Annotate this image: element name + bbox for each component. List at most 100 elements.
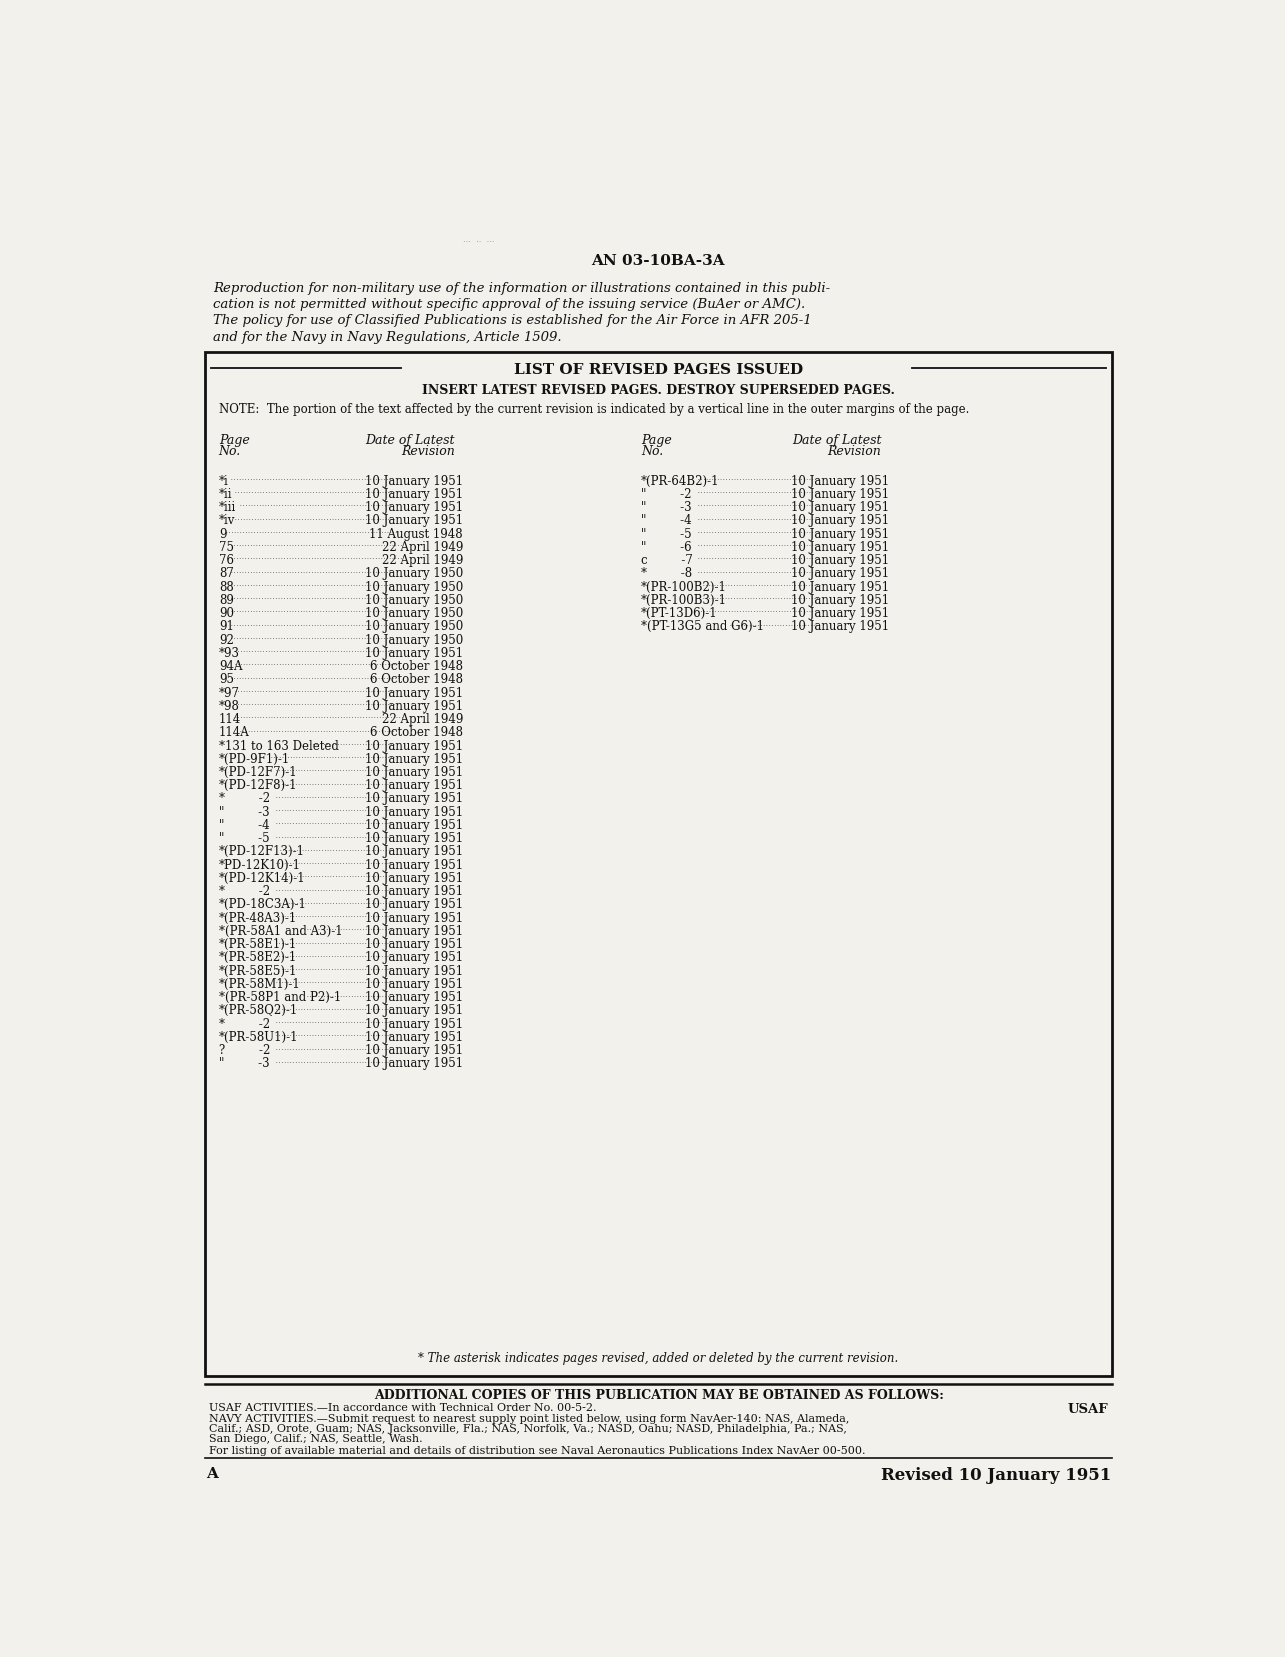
Text: *(PR-58P1 and P2)-1: *(PR-58P1 and P2)-1 [218,991,341,1004]
Text: 10 January 1951: 10 January 1951 [365,1017,463,1031]
Text: 10 January 1950: 10 January 1950 [365,620,463,633]
Text: Revision: Revision [401,446,455,457]
Text: ADDITIONAL COPIES OF THIS PUBLICATION MAY BE OBTAINED AS FOLLOWS:: ADDITIONAL COPIES OF THIS PUBLICATION MA… [374,1389,943,1400]
Text: 10 January 1951: 10 January 1951 [365,911,463,925]
Text: * The asterisk indicates pages revised, added or deleted by the current revision: * The asterisk indicates pages revised, … [419,1352,898,1365]
Text: *(PR-100B2)-1: *(PR-100B2)-1 [641,580,727,593]
Text: 10 January 1951: 10 January 1951 [365,964,463,978]
Text: *93: *93 [218,646,240,659]
Text: 6 October 1948: 6 October 1948 [370,726,463,739]
Text: *iii: *iii [218,500,236,514]
Text: 10 January 1951: 10 January 1951 [365,487,463,500]
Text: Date of Latest: Date of Latest [366,434,455,446]
Text: *(PD-12F13)-1: *(PD-12F13)-1 [218,845,305,858]
Text: 10 January 1951: 10 January 1951 [365,872,463,885]
Text: 22 April 1949: 22 April 1949 [382,713,463,726]
Text: "         -3: " -3 [641,500,691,514]
Text: *(PD-12F7)-1: *(PD-12F7)-1 [218,766,297,779]
Text: *(PR-58A1 and A3)-1: *(PR-58A1 and A3)-1 [218,925,342,938]
Text: ...  ..  ...: ... .. ... [463,235,495,244]
Text: *97: *97 [218,686,240,699]
Text: 10 January 1951: 10 January 1951 [365,766,463,779]
Text: 10 January 1951: 10 January 1951 [792,580,889,593]
Text: 22 April 1949: 22 April 1949 [382,553,463,567]
Bar [204,353,1113,1377]
Text: *(PD-12K14)-1: *(PD-12K14)-1 [218,872,306,885]
Text: 11 August 1948: 11 August 1948 [369,527,463,540]
Text: *         -2: * -2 [218,792,270,805]
Text: *(PR-48A3)-1: *(PR-48A3)-1 [218,911,297,925]
Text: 10 January 1951: 10 January 1951 [365,898,463,911]
Text: *PD-12K10)-1: *PD-12K10)-1 [218,858,301,872]
Text: No.: No. [641,446,663,457]
Text: 10 January 1951: 10 January 1951 [792,500,889,514]
Text: 10 January 1951: 10 January 1951 [792,567,889,580]
Text: *(PD-18C3A)-1: *(PD-18C3A)-1 [218,898,307,911]
Text: 90: 90 [218,606,234,620]
Text: 10 January 1951: 10 January 1951 [365,1031,463,1044]
Text: 114: 114 [218,713,242,726]
Text: *(PR-58Q2)-1: *(PR-58Q2)-1 [218,1004,298,1017]
Text: LIST OF REVISED PAGES ISSUED: LIST OF REVISED PAGES ISSUED [514,363,803,376]
Text: Revised 10 January 1951: Revised 10 January 1951 [880,1466,1110,1483]
Text: *(PD-12F8)-1: *(PD-12F8)-1 [218,779,297,792]
Text: 10 January 1951: 10 January 1951 [365,951,463,964]
Text: 10 January 1951: 10 January 1951 [365,686,463,699]
Text: *         -2: * -2 [218,885,270,898]
Text: "         -3: " -3 [218,805,270,819]
Text: *(PR-58M1)-1: *(PR-58M1)-1 [218,978,301,991]
Text: 10 January 1950: 10 January 1950 [365,633,463,646]
Text: 10 January 1951: 10 January 1951 [365,858,463,872]
Text: cation is not permitted without specific approval of the issuing service (BuAer : cation is not permitted without specific… [213,298,806,312]
Text: Page: Page [218,434,249,446]
Text: 95: 95 [218,673,234,686]
Text: ?         -2: ? -2 [218,1044,270,1057]
Text: NAVY ACTIVITIES.—Submit request to nearest supply point listed below, using form: NAVY ACTIVITIES.—Submit request to neare… [208,1413,849,1423]
Text: *(PR-100B3)-1: *(PR-100B3)-1 [641,593,727,606]
Text: "         -4: " -4 [641,514,691,527]
Text: 10 January 1951: 10 January 1951 [365,819,463,832]
Text: "         -5: " -5 [218,832,270,845]
Text: *(PR-58U1)-1: *(PR-58U1)-1 [218,1031,298,1044]
Text: For listing of available material and details of distribution see Naval Aeronaut: For listing of available material and de… [208,1445,865,1455]
Text: 10 January 1951: 10 January 1951 [365,805,463,819]
Text: 10 January 1951: 10 January 1951 [792,593,889,606]
Text: *(PR-58E2)-1: *(PR-58E2)-1 [218,951,297,964]
Text: 92: 92 [218,633,234,646]
Text: 10 January 1951: 10 January 1951 [365,991,463,1004]
Text: 94A: 94A [218,659,243,673]
Text: Revision: Revision [828,446,882,457]
Text: 10 January 1951: 10 January 1951 [792,527,889,540]
Text: 10 January 1950: 10 January 1950 [365,606,463,620]
Text: Page: Page [641,434,672,446]
Text: "         -5: " -5 [641,527,691,540]
Text: USAF ACTIVITIES.—In accordance with Technical Order No. 00-5-2.: USAF ACTIVITIES.—In accordance with Tech… [208,1402,596,1412]
Text: 10 January 1951: 10 January 1951 [365,779,463,792]
Text: and for the Navy in Navy Regulations, Article 1509.: and for the Navy in Navy Regulations, Ar… [213,330,562,343]
Text: 10 January 1951: 10 January 1951 [792,606,889,620]
Text: 10 January 1951: 10 January 1951 [365,474,463,487]
Text: *(PT-13D6)-1: *(PT-13D6)-1 [641,606,718,620]
Text: "         -2: " -2 [641,487,691,500]
Text: The policy for use of Classified Publications is established for the Air Force i: The policy for use of Classified Publica… [213,315,812,328]
Text: *(PR-58E1)-1: *(PR-58E1)-1 [218,938,297,951]
Text: 10 January 1951: 10 January 1951 [792,514,889,527]
Text: 10 January 1951: 10 January 1951 [365,739,463,752]
Text: 76: 76 [218,553,234,567]
Text: 10 January 1951: 10 January 1951 [365,925,463,938]
Text: "         -3: " -3 [218,1057,270,1070]
Text: 10 January 1950: 10 January 1950 [365,580,463,593]
Text: 87: 87 [218,567,234,580]
Text: 10 January 1951: 10 January 1951 [792,553,889,567]
Text: 10 January 1951: 10 January 1951 [365,845,463,858]
Text: 10 January 1951: 10 January 1951 [365,1057,463,1070]
Text: *131 to 163 Deleted: *131 to 163 Deleted [218,739,339,752]
Text: 89: 89 [218,593,234,606]
Text: 9: 9 [218,527,226,540]
Text: *98: *98 [218,699,239,713]
Text: *         -2: * -2 [218,1017,270,1031]
Text: *ii: *ii [218,487,233,500]
Text: *(PR-58E5)-1: *(PR-58E5)-1 [218,964,297,978]
Text: 10 January 1951: 10 January 1951 [792,620,889,633]
Text: AN 03-10BA-3A: AN 03-10BA-3A [591,254,725,268]
